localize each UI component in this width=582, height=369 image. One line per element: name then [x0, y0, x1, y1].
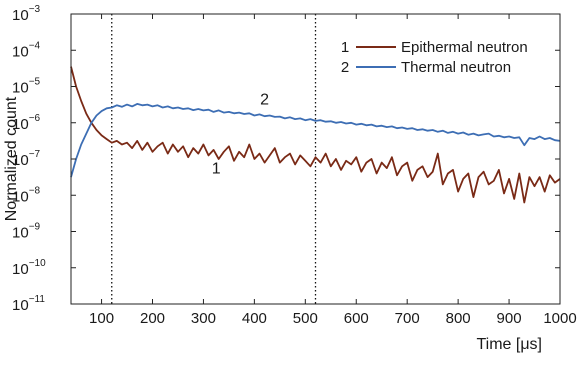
y-tick-label-base: 10 — [12, 116, 29, 133]
y-tick-label-base: 10 — [12, 188, 29, 205]
vertical-marker-lines — [111, 14, 317, 304]
x-tick-labels: 100 200 300 400 500 600 700 800 900 1000 — [89, 310, 577, 327]
legend: 1 Epithermal neutron 2 Thermal neutron — [341, 39, 528, 76]
x-tick-label-800: 800 — [446, 310, 471, 327]
y-tick-label-base: 10 — [12, 297, 29, 314]
y-tick-label-exponent: −9 — [29, 222, 41, 233]
series-line-2 — [70, 103, 561, 178]
axis-ticks — [71, 13, 561, 305]
y-tick-label-base: 10 — [12, 80, 29, 97]
curve-labels: 12 — [212, 92, 269, 178]
y-tick-label-base: 10 — [12, 43, 29, 60]
legend-id-2: 2 — [341, 59, 349, 76]
x-tick-label-900: 900 — [497, 310, 522, 327]
y-tick-label-exponent: −8 — [29, 185, 41, 196]
y-tick-label-5: 10−7 — [12, 149, 41, 169]
x-tick-label-1000: 1000 — [543, 310, 576, 327]
y-tick-label-exponent: −10 — [29, 258, 46, 269]
legend-label-2: Thermal neutron — [401, 59, 511, 76]
y-tick-label-exponent: −3 — [29, 4, 41, 15]
x-tick-label-400: 400 — [242, 310, 267, 327]
y-tick-label-exponent: −4 — [29, 40, 41, 51]
y-tick-label-7: 10−9 — [12, 222, 41, 242]
y-tick-label-2: 10−4 — [12, 40, 41, 60]
x-tick-label-600: 600 — [344, 310, 369, 327]
x-tick-label-100: 100 — [89, 310, 114, 327]
y-tick-label-exponent: −6 — [29, 113, 41, 124]
y-tick-label-8: 10−10 — [12, 258, 46, 278]
x-tick-label-700: 700 — [395, 310, 420, 327]
y-tick-label-3: 10−5 — [12, 77, 41, 97]
y-tick-label-exponent: −7 — [29, 149, 41, 160]
y-tick-label-6: 10−8 — [12, 185, 41, 205]
y-tick-label-1: 10−3 — [12, 4, 41, 24]
y-tick-label-base: 10 — [12, 225, 29, 242]
series-line-1 — [70, 66, 561, 204]
y-tick-label-base: 10 — [12, 261, 29, 278]
x-tick-label-300: 300 — [191, 310, 216, 327]
curve-label-1: 1 — [212, 161, 221, 178]
y-tick-label-base: 10 — [12, 7, 29, 24]
x-axis-title: Time [μs] — [476, 336, 542, 353]
curve-label-2: 2 — [260, 92, 269, 109]
series-lines — [70, 66, 561, 204]
y-tick-label-4: 10−6 — [12, 113, 41, 133]
y-axis-title: Normalized count — [3, 96, 20, 221]
y-tick-label-base: 10 — [12, 152, 29, 169]
y-tick-label-exponent: −11 — [29, 294, 46, 305]
legend-id-1: 1 — [341, 39, 349, 56]
y-tick-label-9: 10−11 — [12, 294, 45, 314]
legend-label-1: Epithermal neutron — [401, 39, 528, 56]
y-tick-label-exponent: −5 — [29, 77, 41, 88]
x-tick-label-200: 200 — [140, 310, 165, 327]
x-tick-label-500: 500 — [293, 310, 318, 327]
